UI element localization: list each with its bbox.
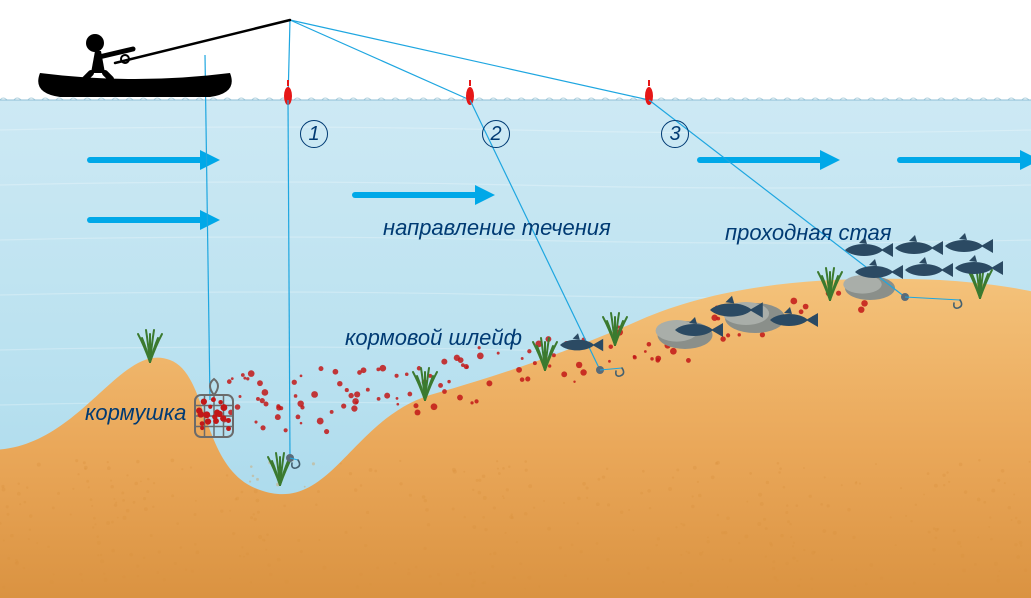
fishing-diagram: направление течения кормовой шлейф корму…	[0, 0, 1031, 598]
scene-svg	[0, 0, 1031, 598]
label-feeder: кормушка	[85, 400, 186, 426]
label-plume: кормовой шлейф	[345, 325, 522, 351]
float-number-2: 2	[482, 120, 510, 148]
float-number-1: 1	[300, 120, 328, 148]
label-current: направление течения	[383, 215, 611, 241]
float-number-3: 3	[661, 120, 689, 148]
label-school: проходная стая	[725, 220, 892, 246]
